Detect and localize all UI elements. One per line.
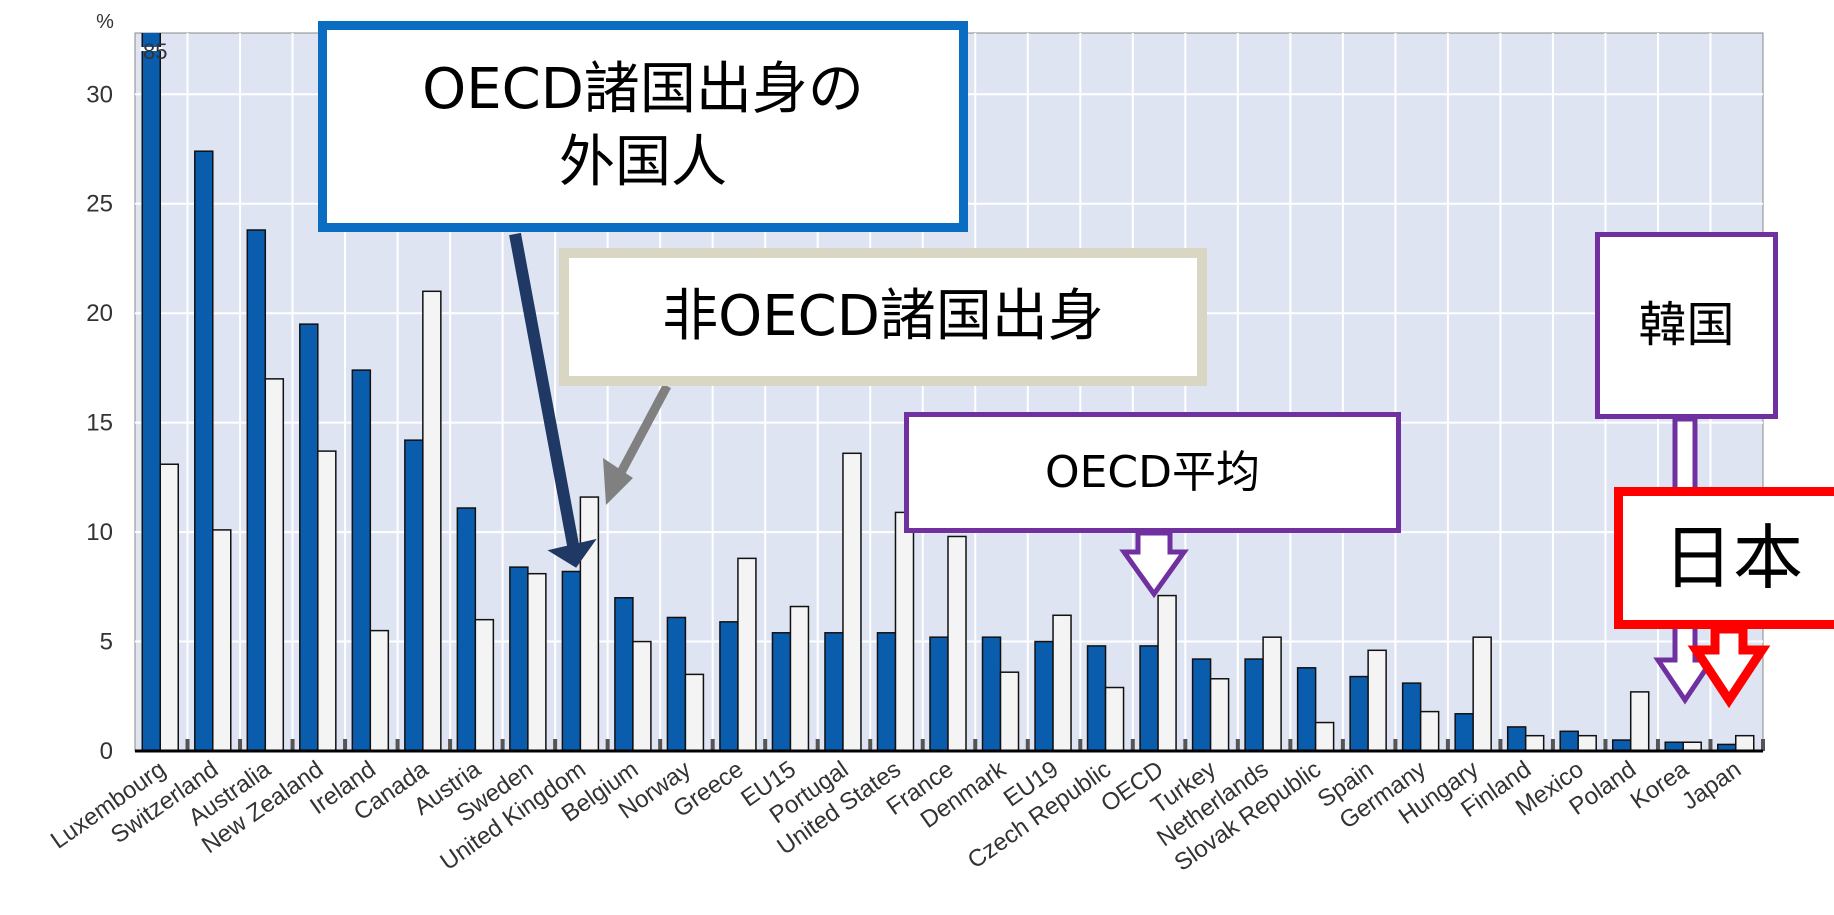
bar: [1244, 658, 1264, 751]
y-tick-label: 20: [86, 300, 113, 327]
bar: [509, 566, 529, 751]
hollow-arrow: [1687, 624, 1771, 709]
bar: [1577, 734, 1597, 751]
bar: [579, 496, 600, 751]
bar: [614, 597, 634, 751]
bar: [194, 150, 214, 751]
arrow-head: [603, 458, 633, 505]
bar: [1314, 721, 1335, 751]
hollow-arrow: [1119, 530, 1189, 599]
legend-entry: 非OECD諸国出身: [559, 248, 1207, 386]
bar: [999, 671, 1020, 751]
bar: [1349, 675, 1369, 751]
annotation: 日本: [1614, 487, 1834, 629]
bar: [1104, 686, 1125, 751]
bar: [1367, 649, 1387, 751]
bar: [1611, 739, 1632, 751]
bar: [1139, 645, 1159, 751]
annotation: OECD平均: [904, 412, 1401, 533]
bar: [789, 605, 810, 751]
bar: [737, 557, 757, 751]
bar: [527, 572, 547, 751]
bar: [159, 463, 180, 751]
bar: [1086, 645, 1107, 751]
bar: [1191, 658, 1212, 751]
bar: [1559, 730, 1579, 751]
bars: [141, 33, 1755, 751]
annotation: 韓国: [1595, 232, 1778, 419]
x-tick-label: Korea: [1626, 755, 1694, 814]
bar: [1419, 710, 1440, 751]
arrow: [509, 232, 579, 547]
bar: [561, 570, 582, 751]
bar: [1209, 678, 1230, 751]
data-label: 85: [143, 39, 167, 64]
bar: [876, 632, 897, 751]
bar: [264, 378, 285, 751]
bar: [824, 632, 844, 751]
bar: [404, 439, 424, 751]
bar: [632, 640, 652, 751]
bar: [1506, 726, 1527, 751]
x-tick-label: Japan: [1677, 756, 1746, 816]
bar: [299, 323, 319, 751]
bar: [1296, 667, 1317, 751]
bar: [1629, 691, 1650, 751]
break: [140, 47, 163, 51]
bar: [981, 636, 1002, 751]
arrow: [613, 383, 671, 483]
bar: [894, 511, 915, 751]
y-tick-label: 5: [100, 629, 113, 656]
bar: [684, 673, 705, 751]
bar: [947, 535, 967, 751]
y-tick-label: 15: [86, 410, 113, 437]
y-axis-label: %: [96, 11, 114, 33]
bar: [456, 507, 477, 751]
bar: [1454, 713, 1474, 751]
bar: [666, 616, 687, 751]
bar: [1052, 614, 1072, 751]
bar: [771, 632, 792, 751]
bar: [422, 290, 442, 751]
bar: [141, 33, 162, 751]
bar: [1401, 682, 1422, 751]
bar: [474, 618, 495, 751]
bar: [1262, 636, 1282, 751]
bar: [317, 450, 337, 751]
legend-label: OECD諸国出身の外国人: [422, 56, 864, 195]
y-tick-label: 25: [86, 191, 113, 218]
bar: [842, 452, 862, 751]
bar: [351, 369, 372, 751]
bar: [1524, 734, 1545, 751]
bar: [1472, 636, 1492, 751]
y-tick-label: 30: [86, 81, 113, 108]
bar: [719, 621, 739, 751]
bar: [929, 636, 949, 751]
bar: [212, 529, 232, 751]
bar: [246, 229, 267, 751]
bar: [1734, 734, 1755, 751]
legend-entry: OECD諸国出身の外国人: [318, 21, 968, 232]
arrow-head: [547, 538, 597, 568]
y-tick-label: 0: [100, 738, 113, 765]
y-tick-label: 10: [86, 519, 113, 546]
bar: [369, 629, 390, 751]
bar: [1157, 594, 1177, 751]
bar: [1034, 640, 1054, 751]
